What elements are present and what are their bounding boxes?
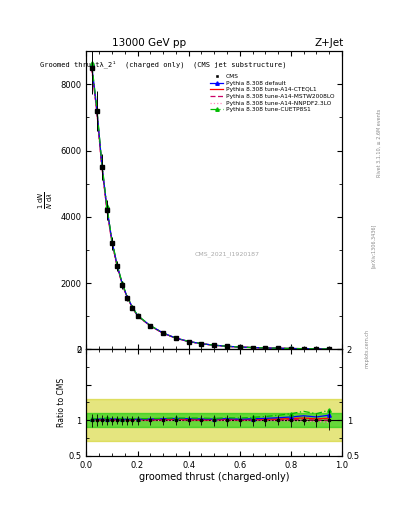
Bar [86,399,342,441]
Text: mcplots.cern.ch: mcplots.cern.ch [365,329,370,368]
Legend: CMS, Pythia 8.308 default, Pythia 8.308 tune-A14-CTEQL1, Pythia 8.308 tune-A14-M: CMS, Pythia 8.308 default, Pythia 8.308 … [208,72,336,115]
Text: [arXiv:1306.3436]: [arXiv:1306.3436] [371,224,376,268]
Text: Rivet 3.1.10, ≥ 2.6M events: Rivet 3.1.10, ≥ 2.6M events [377,109,382,178]
Y-axis label: $\frac{1}{N}\frac{\mathrm{d}N}{\mathrm{d}\lambda}$: $\frac{1}{N}\frac{\mathrm{d}N}{\mathrm{d… [37,191,55,209]
Y-axis label: Ratio to CMS: Ratio to CMS [57,378,66,427]
Text: CMS_2021_I1920187: CMS_2021_I1920187 [195,251,259,257]
Text: 13000 GeV pp: 13000 GeV pp [112,38,186,49]
Bar [86,413,342,428]
X-axis label: groomed thrust (charged-only): groomed thrust (charged-only) [139,472,289,482]
Text: Groomed thrustλ_2¹  (charged only)  (CMS jet substructure): Groomed thrustλ_2¹ (charged only) (CMS j… [40,60,286,68]
Text: Z+Jet: Z+Jet [315,38,344,49]
